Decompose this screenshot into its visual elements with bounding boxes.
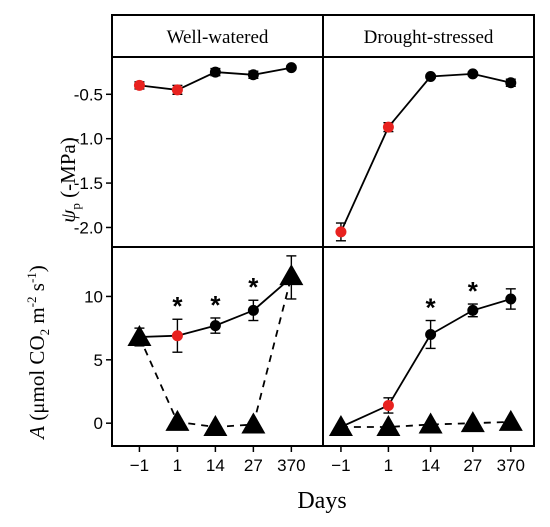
data-point-circle bbox=[505, 77, 517, 89]
significance-asterisk: * bbox=[172, 291, 183, 321]
series-line-circle bbox=[340, 72, 512, 233]
x-tick-label: 1 bbox=[173, 456, 182, 475]
x-tick-label: 1 bbox=[384, 456, 393, 475]
significance-asterisk: * bbox=[210, 290, 221, 320]
data-point-circle bbox=[425, 328, 437, 340]
x-tick-label: −1 bbox=[130, 456, 149, 475]
y-tick-label: -1.5 bbox=[74, 174, 103, 193]
panel-title: Drought-stressed bbox=[364, 27, 494, 48]
significance-asterisk: * bbox=[468, 276, 479, 306]
series-line-triangle bbox=[340, 421, 511, 428]
panel-psi-0: Well-watered -0.5 -1.0 -1.5 -2.0 bbox=[74, 27, 297, 237]
data-point-circle bbox=[335, 226, 347, 238]
x-tick-label: 14 bbox=[206, 456, 225, 475]
data-point-circle bbox=[209, 66, 221, 78]
x-tick-label: 14 bbox=[421, 456, 440, 475]
y-tick-label: -1.0 bbox=[74, 130, 103, 149]
y-tick-label: 5 bbox=[94, 351, 103, 370]
y-tick-label: 10 bbox=[84, 287, 103, 306]
data-point-circle bbox=[171, 84, 183, 96]
panel-title: Well-watered bbox=[167, 27, 269, 48]
data-point-circle bbox=[171, 330, 183, 342]
panel-psi-1: Drought-stressed bbox=[335, 27, 517, 242]
x-tick-label: 27 bbox=[244, 456, 263, 475]
data-point-triangle bbox=[418, 412, 443, 434]
data-point-circle bbox=[133, 79, 145, 91]
significance-asterisk: * bbox=[426, 293, 437, 323]
y-axis-label-A: A (μmol CO2 m-2 s-1) bbox=[24, 265, 52, 441]
data-point-triangle bbox=[460, 411, 485, 433]
significance-asterisk: * bbox=[248, 272, 259, 302]
data-point-triangle bbox=[165, 409, 190, 431]
data-point-circle bbox=[425, 71, 437, 83]
data-point-circle bbox=[382, 399, 394, 411]
data-point-triangle bbox=[279, 264, 304, 286]
x-axis-label: Days bbox=[297, 488, 346, 514]
data-point-circle bbox=[285, 62, 297, 74]
y-tick-label: 0 bbox=[94, 414, 103, 433]
x-tick-label: 370 bbox=[497, 456, 525, 475]
data-point-triangle bbox=[127, 324, 152, 346]
data-point-triangle bbox=[498, 409, 523, 431]
panels: Well-watered -0.5 -1.0 -1.5 -2.0 Drought-stre… bbox=[74, 14, 535, 475]
data-point-circle bbox=[382, 121, 394, 133]
data-point-circle bbox=[467, 68, 479, 80]
x-tick-label: 370 bbox=[277, 456, 305, 475]
data-point-circle bbox=[247, 304, 259, 316]
data-point-circle bbox=[209, 320, 221, 332]
data-point-triangle bbox=[328, 414, 353, 436]
x-tick-label: −1 bbox=[331, 456, 350, 475]
svg-text:A (μmol CO2 m-2 s-1): A (μmol CO2 m-2 s-1) bbox=[24, 265, 52, 441]
panel-A-0: 0 5 10 −1 1 14 27 370 * * * bbox=[84, 255, 306, 475]
x-tick-label: 27 bbox=[463, 456, 482, 475]
data-point-circle bbox=[505, 293, 517, 305]
data-point-circle bbox=[467, 304, 479, 316]
data-point-circle bbox=[247, 69, 259, 81]
y-tick-label: -0.5 bbox=[74, 85, 103, 104]
data-point-triangle bbox=[203, 414, 228, 436]
data-point-triangle bbox=[376, 414, 401, 436]
panel-A-1: −1 1 14 27 370 * * bbox=[328, 276, 525, 475]
y-tick-label: -2.0 bbox=[74, 218, 103, 237]
data-point-triangle bbox=[241, 412, 266, 434]
